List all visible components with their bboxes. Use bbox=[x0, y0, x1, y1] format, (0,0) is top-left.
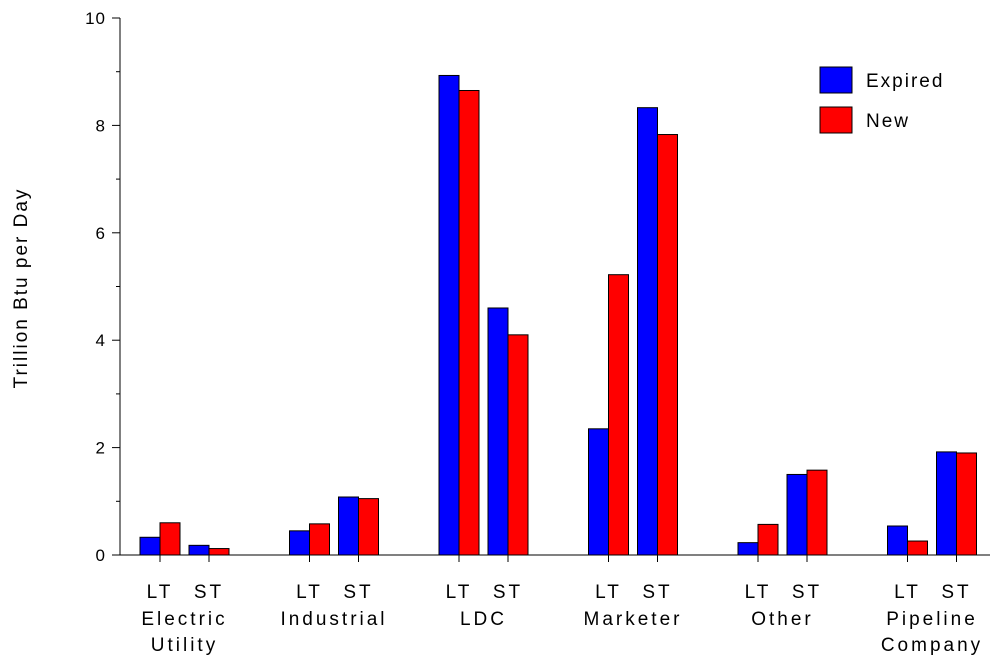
legend-label: Expired bbox=[866, 71, 944, 92]
group-label: LDC bbox=[460, 609, 507, 630]
bar-new bbox=[608, 274, 629, 556]
y-tick-label: 10 bbox=[85, 9, 106, 28]
group-label: Other bbox=[751, 609, 814, 630]
bar-expired bbox=[887, 525, 908, 556]
subcategory-label: ST bbox=[941, 582, 971, 603]
subcategory-label: LT bbox=[894, 582, 921, 603]
subcategory-label: LT bbox=[446, 582, 473, 603]
bar-expired bbox=[438, 74, 460, 556]
subcategory-label: ST bbox=[493, 582, 523, 603]
bar-new bbox=[309, 523, 330, 556]
bar-expired bbox=[786, 473, 808, 556]
y-tick-label: 6 bbox=[96, 224, 106, 243]
y-tick-label: 4 bbox=[96, 331, 106, 350]
group-label: Company bbox=[881, 635, 983, 656]
bar-expired bbox=[737, 542, 759, 556]
subcategory-label: ST bbox=[642, 582, 672, 603]
bar-new bbox=[507, 334, 529, 556]
subcategory-label: LT bbox=[595, 582, 622, 603]
legend-label: New bbox=[866, 111, 910, 132]
chart-legend: Expired New bbox=[819, 66, 944, 134]
y-tick-label: 8 bbox=[96, 116, 106, 135]
bar-expired bbox=[487, 307, 509, 556]
group-label: Utility bbox=[151, 635, 218, 656]
subcategory-label: LT bbox=[745, 582, 772, 603]
bar-new bbox=[757, 523, 779, 556]
subcategory-label: ST bbox=[343, 582, 373, 603]
subcategory-label: ST bbox=[194, 582, 224, 603]
bar-expired bbox=[139, 536, 161, 556]
legend-swatch-new bbox=[819, 106, 853, 134]
bar-new bbox=[208, 548, 230, 556]
subcategory-label: LT bbox=[147, 582, 174, 603]
bar-expired bbox=[637, 107, 658, 556]
bar-new bbox=[458, 89, 480, 556]
chart-category-labels: LT ST Electric Utility LT ST Industrial LT ST LDC… bbox=[141, 582, 983, 656]
chart-axes: 0 2 4 6 8 10 bbox=[85, 9, 990, 565]
y-axis-title: Trillion Btu per Day bbox=[11, 188, 32, 389]
subcategory-label: ST bbox=[792, 582, 822, 603]
subcategory-label: LT bbox=[296, 582, 323, 603]
bar-expired bbox=[289, 530, 310, 556]
y-tick-label: 2 bbox=[96, 439, 106, 458]
y-tick-label: 0 bbox=[96, 546, 106, 565]
bar-expired bbox=[936, 451, 957, 556]
bar-expired bbox=[338, 496, 359, 556]
group-label: Industrial bbox=[280, 609, 387, 630]
chart-bars bbox=[139, 74, 977, 556]
group-label: Marketer bbox=[584, 609, 683, 630]
legend-swatch-expired bbox=[819, 66, 853, 94]
bar-new bbox=[358, 498, 379, 556]
bar-expired bbox=[588, 428, 609, 556]
group-label: Electric bbox=[141, 609, 227, 630]
bar-new bbox=[907, 540, 928, 556]
bar-new bbox=[657, 134, 678, 556]
bar-new bbox=[806, 469, 828, 556]
bar-new bbox=[159, 522, 181, 556]
group-label: Pipeline bbox=[886, 609, 978, 630]
bar-expired bbox=[188, 544, 210, 556]
bar-new bbox=[956, 452, 977, 556]
